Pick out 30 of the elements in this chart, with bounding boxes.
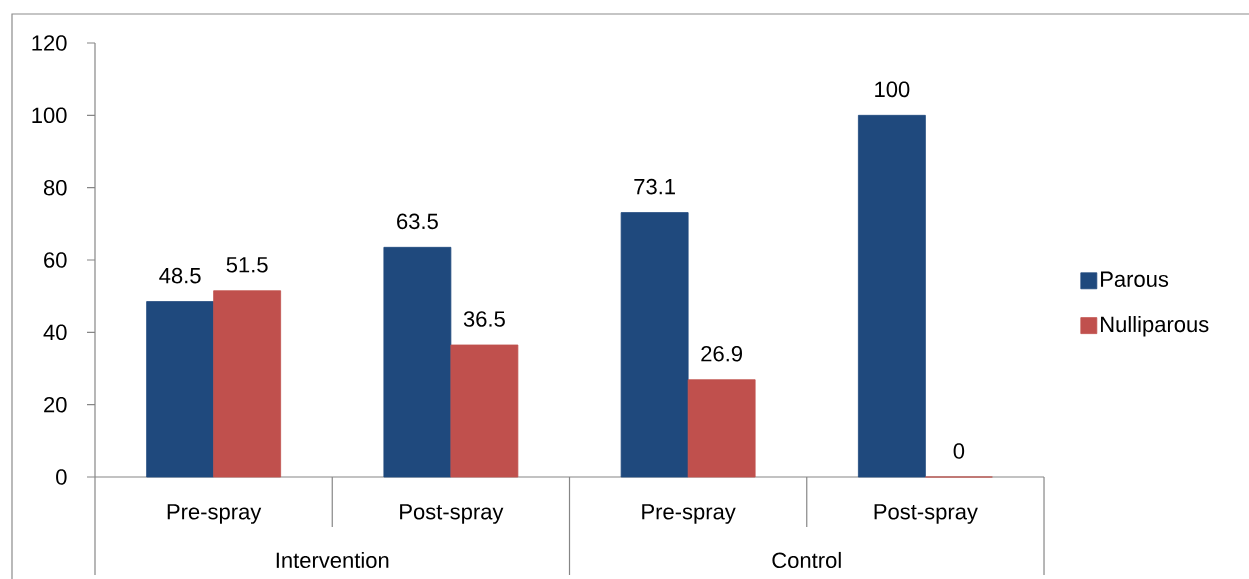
bar xyxy=(213,290,282,478)
x-tick-label: Pre-spray xyxy=(167,504,262,524)
data-label: 48.5 xyxy=(159,267,201,284)
x-tick-label: Post-spray xyxy=(874,504,978,524)
bar xyxy=(687,379,756,478)
data-label: 36.5 xyxy=(463,311,505,327)
bar xyxy=(857,114,926,478)
bar xyxy=(146,301,215,478)
data-label: 26.9 xyxy=(701,345,742,362)
legend-label: Nulliparous xyxy=(1101,316,1209,337)
data-label: 73.1 xyxy=(634,178,675,195)
legend-label: Parous xyxy=(1101,271,1169,287)
y-tick-label: 100 xyxy=(32,107,67,124)
y-tick-label: 120 xyxy=(32,35,67,51)
data-label: 51.5 xyxy=(226,257,268,273)
y-tick-label: 20 xyxy=(44,396,67,413)
y-tick-label: 40 xyxy=(43,324,67,341)
data-label: 100 xyxy=(875,81,910,98)
y-tick-label: 0 xyxy=(56,469,67,485)
data-label: 63.5 xyxy=(397,213,438,230)
text: Intervention xyxy=(276,551,389,569)
x-tick-label: Pre-spray xyxy=(642,504,736,524)
bar xyxy=(450,344,519,478)
bar xyxy=(383,246,452,478)
x-tick-label: Post-spray xyxy=(400,504,504,524)
y-tick-label: 60 xyxy=(44,252,67,268)
data-label: 0 xyxy=(953,443,965,459)
bar xyxy=(620,212,689,478)
y-tick-label: 80 xyxy=(43,179,67,196)
text: Control xyxy=(772,551,841,569)
